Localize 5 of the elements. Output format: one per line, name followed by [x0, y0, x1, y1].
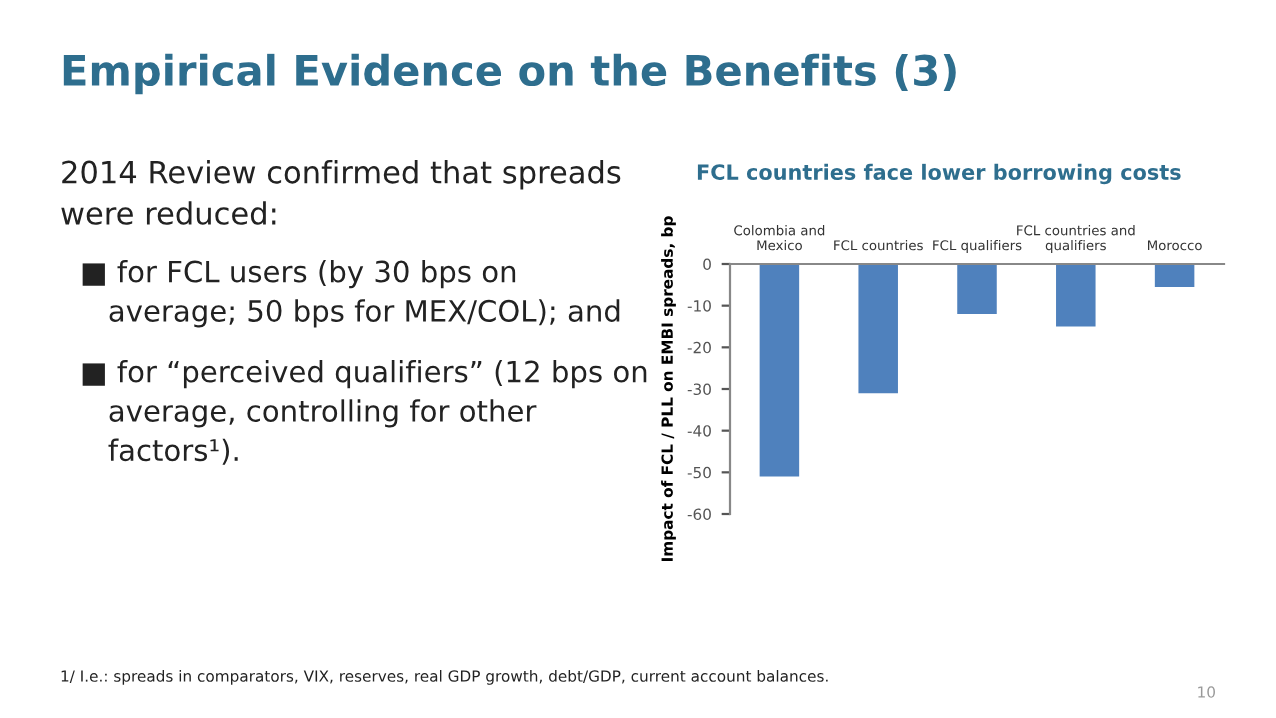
chart-title: Empirical Evidence on the Benefits (3)	[63, 53, 956, 95]
text: ■ for FCL users (by 30 bps on average; 50 bps for MEX/COL); and	[82, 260, 620, 328]
text: ■ for “perceived qualifiers” (12 bps on average, controlling for other factors¹).	[82, 360, 647, 465]
text: 2014 Review confirmed that spreads were reduced:	[61, 160, 621, 225]
chart-subtitle: FCL countries face lower borrowing costs	[697, 163, 1181, 185]
